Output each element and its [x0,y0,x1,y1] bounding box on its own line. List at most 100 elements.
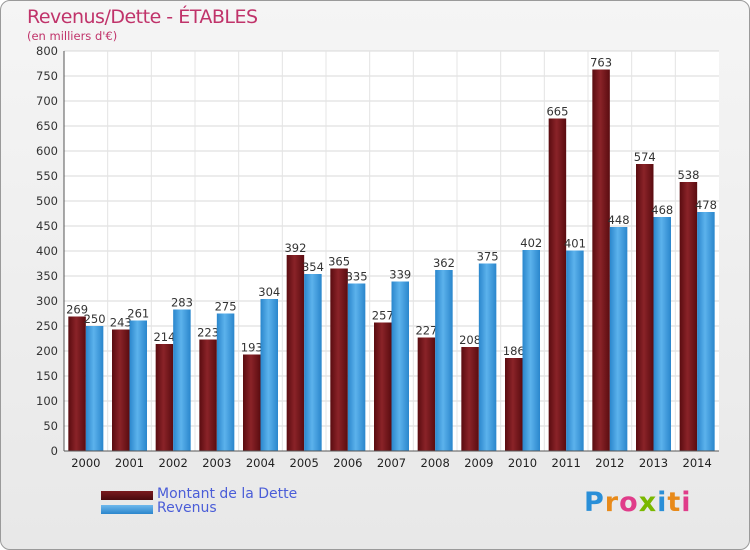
bar-revenus [653,217,671,451]
bar-revenus [347,283,366,451]
data-label-revenus: 335 [346,270,368,284]
x-tick-label: 2002 [159,456,188,470]
data-label-revenus: 304 [258,285,280,299]
x-tick-label: 2001 [115,456,144,470]
bar-dette [461,347,479,451]
y-tick-label: 400 [36,244,58,258]
bar-dette [155,344,174,451]
data-label-revenus: 261 [127,307,149,321]
x-tick-label: 2004 [246,456,275,470]
x-tick-label: 2007 [377,456,406,470]
y-tick-label: 650 [36,119,58,133]
data-label-revenus: 275 [215,300,237,314]
bar-dette [112,329,130,451]
bar-revenus [260,299,278,451]
bar-revenus [129,320,147,451]
data-label-revenus: 468 [651,203,673,217]
bar-revenus [697,212,715,451]
bar-dette [68,316,86,451]
data-label-revenus: 402 [520,236,542,250]
bar-revenus [216,313,235,451]
data-label-dette: 574 [634,150,656,164]
bar-revenus [304,274,322,451]
data-label-revenus: 283 [171,296,193,310]
y-tick-label: 150 [36,369,58,383]
data-label-revenus: 339 [389,268,411,282]
bar-dette [505,358,523,451]
data-label-revenus: 250 [84,312,106,326]
y-tick-label: 350 [36,269,58,283]
data-label-dette: 763 [590,56,612,70]
chart-title: Revenus/Dette - ÉTABLES [27,6,258,28]
bar-dette [243,354,261,451]
x-tick-label: 2008 [421,456,450,470]
x-tick-label: 2011 [552,456,581,470]
y-tick-label: 100 [36,394,58,408]
legend-swatch-revenus [101,505,153,514]
x-tick-label: 2009 [464,456,493,470]
bar-revenus [522,250,540,451]
bar-revenus [435,270,453,451]
bar-dette [330,268,348,451]
bar-revenus [566,250,584,451]
data-label-dette: 227 [415,324,437,338]
data-label-dette: 365 [328,255,350,269]
data-label-revenus: 401 [564,237,586,251]
x-tick-label: 2006 [333,456,362,470]
legend-swatch-dette [101,491,153,500]
y-tick-label: 300 [36,294,58,308]
logo-letter: i [657,487,668,518]
logo-letter: o [619,487,639,518]
logo-letter: t [667,487,682,518]
logo-letter: i [681,487,692,518]
data-label-revenus: 354 [302,260,324,274]
bar-dette [286,255,305,451]
data-label-revenus: 362 [433,256,455,270]
y-tick-label: 250 [36,319,58,333]
bar-dette [679,182,698,451]
y-tick-label: 450 [36,219,58,233]
data-label-dette: 208 [459,333,481,347]
bar-dette [636,164,654,451]
data-label-revenus: 448 [608,213,630,227]
logo-letter: P [584,487,605,518]
data-label-dette: 243 [110,316,132,330]
y-tick-label: 50 [43,419,58,433]
bar-revenus [391,281,409,451]
y-tick-label: 700 [36,94,58,108]
x-tick-label: 2013 [639,456,668,470]
data-label-dette: 257 [372,309,394,323]
data-label-revenus: 478 [695,198,717,212]
x-tick-label: 2003 [202,456,231,470]
logo-letter: x [638,487,658,518]
x-tick-label: 2012 [595,456,624,470]
chart-subtitle: (en milliers d'€) [27,29,118,43]
data-label-dette: 392 [284,241,306,255]
bar-dette [374,322,392,451]
x-tick-label: 2005 [290,456,319,470]
y-tick-label: 200 [36,344,58,358]
data-label-dette: 214 [153,330,175,344]
data-label-dette: 269 [66,303,88,317]
data-label-dette: 186 [503,344,525,358]
bar-revenus [173,309,191,451]
y-tick-label: 0 [51,444,58,458]
x-tick-label: 2000 [71,456,100,470]
data-label-dette: 665 [546,105,568,119]
data-label-dette: 193 [241,341,263,355]
bar-revenus [478,263,497,451]
legend-label-revenus: Revenus [157,500,217,516]
data-label-dette: 223 [197,326,219,340]
proxiti-logo: Proxiti [584,487,692,518]
y-tick-label: 500 [36,194,58,208]
bar-dette [199,339,217,451]
x-tick-label: 2014 [683,456,712,470]
logo-letter: r [604,487,620,518]
bar-dette [417,337,436,451]
bar-dette [592,69,610,451]
data-label-revenus: 375 [477,250,499,264]
data-label-dette: 538 [677,168,699,182]
x-tick-label: 2010 [508,456,537,470]
